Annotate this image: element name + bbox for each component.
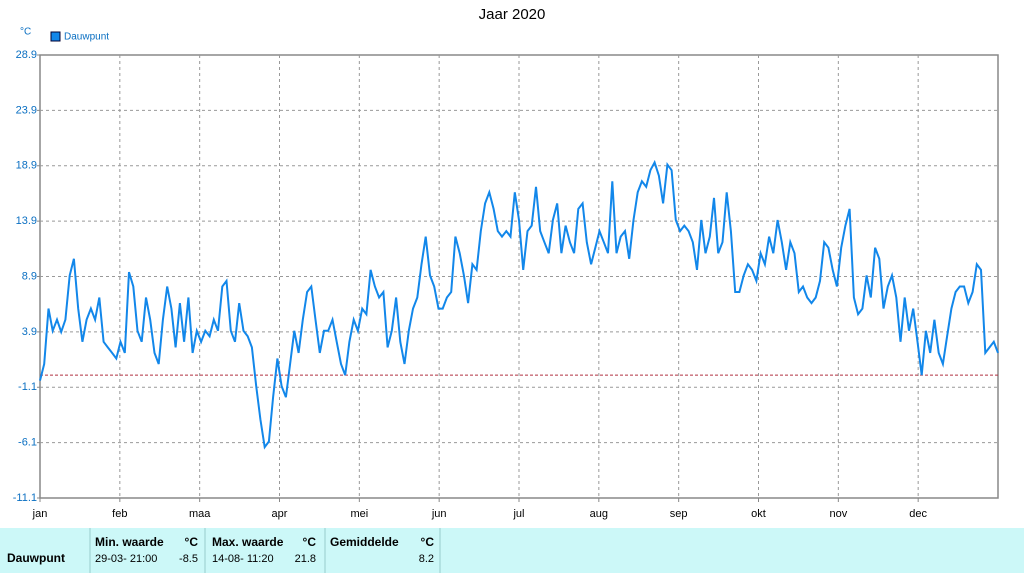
x-tick-label: sep xyxy=(670,508,688,520)
chart-title: Jaar 2020 xyxy=(479,6,546,23)
x-tick-label: dec xyxy=(909,508,927,520)
table-cell: 21.8 xyxy=(295,553,316,565)
x-tick-label: aug xyxy=(590,508,608,520)
x-tick-label: jan xyxy=(32,508,48,520)
x-tick-label: okt xyxy=(751,508,766,520)
summary-panel xyxy=(0,528,1024,573)
y-tick-label: -6.1 xyxy=(18,437,37,449)
table-header: °C xyxy=(421,535,435,549)
y-unit: °C xyxy=(20,27,31,38)
x-tick-label: nov xyxy=(829,508,847,520)
table-cell: 14-08- 11:20 xyxy=(212,553,274,565)
table-header: Max. waarde xyxy=(212,535,284,549)
x-tick-label: maa xyxy=(189,508,211,520)
legend-swatch xyxy=(50,31,61,42)
y-tick-label: 8.9 xyxy=(22,270,37,282)
y-tick-label: 3.9 xyxy=(22,326,37,338)
table-header: Min. waarde xyxy=(95,535,164,549)
y-tick-label: -1.1 xyxy=(18,381,37,393)
table-cell: -8.5 xyxy=(179,553,198,565)
row-label: Dauwpunt xyxy=(7,551,65,565)
y-tick-label: 18.9 xyxy=(16,160,37,172)
x-tick-label: feb xyxy=(112,508,127,520)
y-tick-label: 23.9 xyxy=(16,104,37,116)
table-cell: 29-03- 21:00 xyxy=(95,553,157,565)
table-cell: 8.2 xyxy=(419,553,434,565)
y-tick-label: 13.9 xyxy=(16,215,37,227)
y-tick-label: 28.9 xyxy=(16,49,37,61)
table-header: °C xyxy=(303,535,317,549)
x-tick-label: mei xyxy=(350,508,368,520)
x-tick-label: jul xyxy=(512,508,524,520)
y-tick-label: -11.1 xyxy=(13,492,37,504)
x-tick-label: jun xyxy=(431,508,447,520)
x-tick-label: apr xyxy=(272,508,288,520)
data-line xyxy=(39,159,999,450)
table-header: Gemiddelde xyxy=(330,535,399,549)
table-header: °C xyxy=(185,535,199,549)
legend-label: Dauwpunt xyxy=(64,32,109,43)
